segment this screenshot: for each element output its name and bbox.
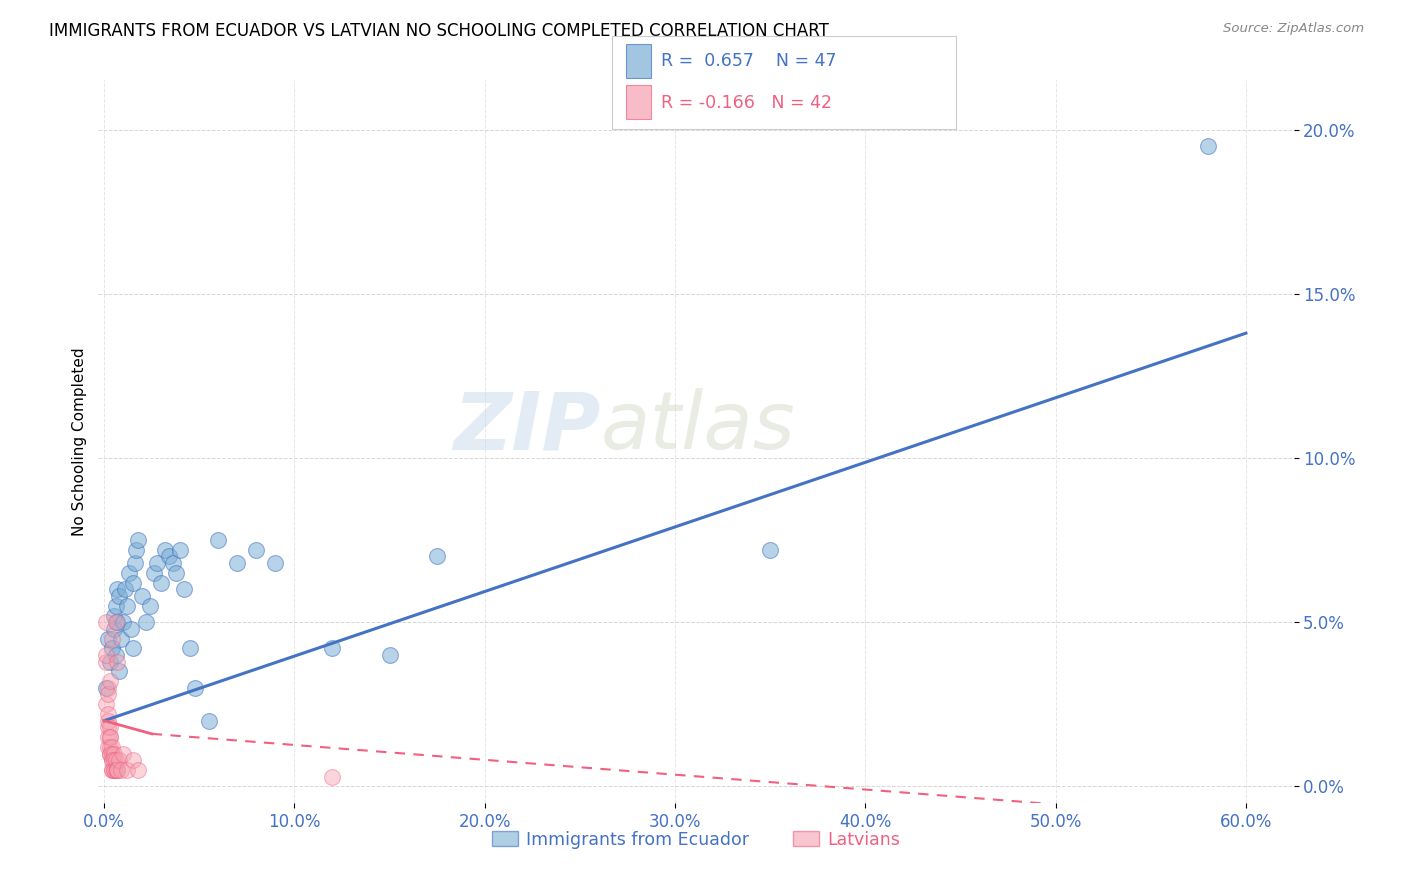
Point bbox=[97, 720, 120, 734]
Text: IMMIGRANTS FROM ECUADOR VS LATVIAN NO SCHOOLING COMPLETED CORRELATION CHART: IMMIGRANTS FROM ECUADOR VS LATVIAN NO SC… bbox=[49, 22, 830, 40]
Point bbox=[97, 730, 120, 744]
Point bbox=[104, 615, 127, 630]
Point bbox=[127, 763, 149, 777]
Point bbox=[100, 747, 122, 761]
Point bbox=[97, 714, 120, 728]
Text: atlas: atlas bbox=[600, 388, 796, 467]
Point bbox=[107, 582, 129, 597]
Point bbox=[131, 589, 153, 603]
Point bbox=[125, 542, 148, 557]
Text: R =  0.657    N = 47: R = 0.657 N = 47 bbox=[661, 52, 837, 70]
Point bbox=[121, 641, 143, 656]
Point bbox=[104, 763, 127, 777]
Y-axis label: No Schooling Completed: No Schooling Completed bbox=[72, 347, 87, 536]
Point bbox=[165, 566, 187, 580]
Point bbox=[94, 615, 117, 630]
Point bbox=[103, 608, 125, 623]
Point bbox=[207, 533, 229, 547]
Point bbox=[107, 655, 129, 669]
Point bbox=[98, 747, 121, 761]
Point bbox=[103, 763, 125, 777]
Point bbox=[97, 687, 120, 701]
Point bbox=[112, 615, 135, 630]
Point bbox=[107, 763, 129, 777]
Point bbox=[107, 615, 129, 630]
Point bbox=[100, 753, 122, 767]
Legend: Immigrants from Ecuador, Latvians: Immigrants from Ecuador, Latvians bbox=[485, 823, 907, 855]
Point bbox=[103, 747, 125, 761]
Point bbox=[120, 622, 142, 636]
Point bbox=[98, 674, 121, 689]
Point bbox=[94, 648, 117, 662]
Point bbox=[104, 648, 127, 662]
Point bbox=[100, 632, 122, 646]
Point bbox=[139, 599, 162, 613]
Point bbox=[264, 556, 287, 570]
Point bbox=[321, 770, 343, 784]
Point bbox=[98, 747, 121, 761]
Point bbox=[100, 739, 122, 754]
Point bbox=[245, 542, 267, 557]
Point bbox=[108, 753, 131, 767]
Point bbox=[98, 720, 121, 734]
Point bbox=[198, 714, 221, 728]
Point bbox=[135, 615, 157, 630]
Point bbox=[103, 753, 125, 767]
Point bbox=[94, 681, 117, 695]
Point bbox=[118, 566, 141, 580]
Point bbox=[378, 648, 401, 662]
Point bbox=[759, 542, 782, 557]
Point bbox=[97, 681, 120, 695]
Point bbox=[146, 556, 169, 570]
Point bbox=[184, 681, 207, 695]
Point bbox=[100, 763, 122, 777]
Point bbox=[124, 556, 146, 570]
Point bbox=[226, 556, 249, 570]
Point bbox=[108, 665, 131, 679]
Point bbox=[110, 763, 132, 777]
Point bbox=[121, 575, 143, 590]
Point bbox=[94, 655, 117, 669]
Point bbox=[100, 753, 122, 767]
Point bbox=[98, 655, 121, 669]
Point bbox=[321, 641, 343, 656]
Point bbox=[98, 730, 121, 744]
Point bbox=[121, 753, 143, 767]
Point bbox=[97, 632, 120, 646]
Point bbox=[107, 763, 129, 777]
Point bbox=[100, 763, 122, 777]
Point bbox=[94, 698, 117, 712]
Point bbox=[104, 753, 127, 767]
Point bbox=[169, 542, 191, 557]
Point bbox=[115, 763, 138, 777]
Point bbox=[97, 739, 120, 754]
Point bbox=[110, 632, 132, 646]
Text: Source: ZipAtlas.com: Source: ZipAtlas.com bbox=[1223, 22, 1364, 36]
Point bbox=[114, 582, 136, 597]
Point bbox=[127, 533, 149, 547]
Point bbox=[157, 549, 180, 564]
Point bbox=[1197, 139, 1219, 153]
Point bbox=[100, 641, 122, 656]
Point bbox=[104, 599, 127, 613]
Point bbox=[115, 599, 138, 613]
Point bbox=[98, 730, 121, 744]
Point bbox=[103, 622, 125, 636]
Point bbox=[179, 641, 201, 656]
Point bbox=[153, 542, 176, 557]
Text: ZIP: ZIP bbox=[453, 388, 600, 467]
Point bbox=[98, 739, 121, 754]
Point bbox=[142, 566, 165, 580]
Point bbox=[150, 575, 173, 590]
Point bbox=[112, 747, 135, 761]
Point bbox=[108, 589, 131, 603]
Point bbox=[162, 556, 184, 570]
Point bbox=[103, 763, 125, 777]
Point bbox=[173, 582, 195, 597]
Point bbox=[426, 549, 449, 564]
Text: R = -0.166   N = 42: R = -0.166 N = 42 bbox=[661, 94, 832, 112]
Point bbox=[97, 707, 120, 722]
